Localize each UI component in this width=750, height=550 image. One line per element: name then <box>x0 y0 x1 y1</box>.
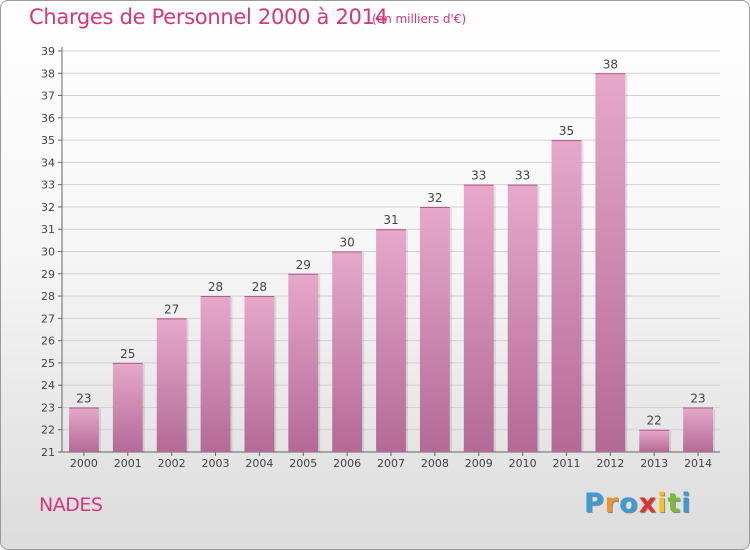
data-label: 35 <box>559 124 574 138</box>
x-tick-label: 2010 <box>509 457 537 470</box>
x-tick-label: 2013 <box>640 457 668 470</box>
data-label: 38 <box>603 57 618 71</box>
y-tick-label: 21 <box>41 446 55 459</box>
data-label: 32 <box>427 191 442 205</box>
y-tick-label: 28 <box>41 290 55 303</box>
chart-title: Charges de Personnel 2000 à 2014 <box>29 5 388 29</box>
y-tick-label: 29 <box>41 268 55 281</box>
y-tick-label: 35 <box>41 134 55 147</box>
data-label: 30 <box>339 236 354 250</box>
x-tick-label: 2012 <box>596 457 624 470</box>
y-tick-label: 24 <box>41 379 55 392</box>
x-tick-label: 2005 <box>289 457 317 470</box>
data-label: 23 <box>690 391 705 405</box>
data-label: 33 <box>515 169 530 183</box>
y-tick-label: 23 <box>41 401 55 414</box>
x-tick-label: 2011 <box>552 457 580 470</box>
brand-letter: P <box>584 488 605 519</box>
data-label: 27 <box>164 302 179 316</box>
y-tick-label: 26 <box>41 335 55 348</box>
bar <box>332 251 363 452</box>
y-tick-label: 36 <box>41 112 55 125</box>
data-label: 23 <box>76 391 91 405</box>
bars <box>69 73 715 453</box>
proxiti-logo: Proxiti <box>584 488 692 519</box>
bar <box>288 273 319 452</box>
y-tick-label: 27 <box>41 312 55 325</box>
bar <box>200 296 231 452</box>
bar <box>244 296 275 452</box>
x-tick-label: 2003 <box>202 457 230 470</box>
brand-letter: x <box>638 488 658 519</box>
brand-letter: o <box>619 488 639 519</box>
brand-letter: i <box>657 488 668 519</box>
brand-letter: r <box>604 488 620 519</box>
x-tick-label: 2006 <box>333 457 361 470</box>
bar <box>69 407 99 452</box>
brand-letter: t <box>667 488 682 519</box>
bar <box>595 73 626 453</box>
bar <box>683 407 713 452</box>
bar <box>156 318 187 452</box>
y-tick-label: 22 <box>41 424 55 437</box>
bar <box>112 362 143 452</box>
data-label: 29 <box>296 258 311 272</box>
x-tick-label: 2014 <box>684 457 712 470</box>
bar <box>507 184 538 452</box>
data-label: 31 <box>383 213 398 227</box>
x-tick-label: 2001 <box>114 457 142 470</box>
bar <box>419 206 450 452</box>
y-tick-label: 32 <box>41 201 55 214</box>
x-tick-label: 2000 <box>70 457 98 470</box>
place-name: NADES <box>39 494 103 516</box>
bar <box>639 429 670 452</box>
x-tick-label: 2008 <box>421 457 449 470</box>
data-label: 25 <box>120 347 135 361</box>
x-tick-label: 2002 <box>158 457 186 470</box>
bar <box>376 229 406 452</box>
y-tick-label: 34 <box>41 156 55 169</box>
x-tick-label: 2007 <box>377 457 405 470</box>
y-tick-label: 31 <box>41 223 55 236</box>
data-label: 28 <box>252 280 267 294</box>
x-tick-label: 2004 <box>245 457 273 470</box>
bar <box>463 184 494 452</box>
brand-letter: i <box>681 488 692 519</box>
x-tick-label: 2009 <box>465 457 493 470</box>
y-tick-label: 30 <box>41 246 55 259</box>
data-label: 22 <box>647 414 662 428</box>
y-tick-label: 33 <box>41 179 55 192</box>
y-tick-label: 25 <box>41 357 55 370</box>
chart-subtitle: (en milliers d'€) <box>372 12 467 26</box>
data-label: 28 <box>208 280 223 294</box>
y-tick-label: 39 <box>41 45 55 58</box>
y-tick-label: 38 <box>41 67 55 80</box>
y-tick-label: 37 <box>41 90 55 103</box>
bar <box>551 140 582 452</box>
labels: 21 22 23 24 25 26 27 28 29 30 31 32 33 34 35 36 37 38 39 23… <box>41 45 712 470</box>
data-label: 33 <box>471 169 486 183</box>
